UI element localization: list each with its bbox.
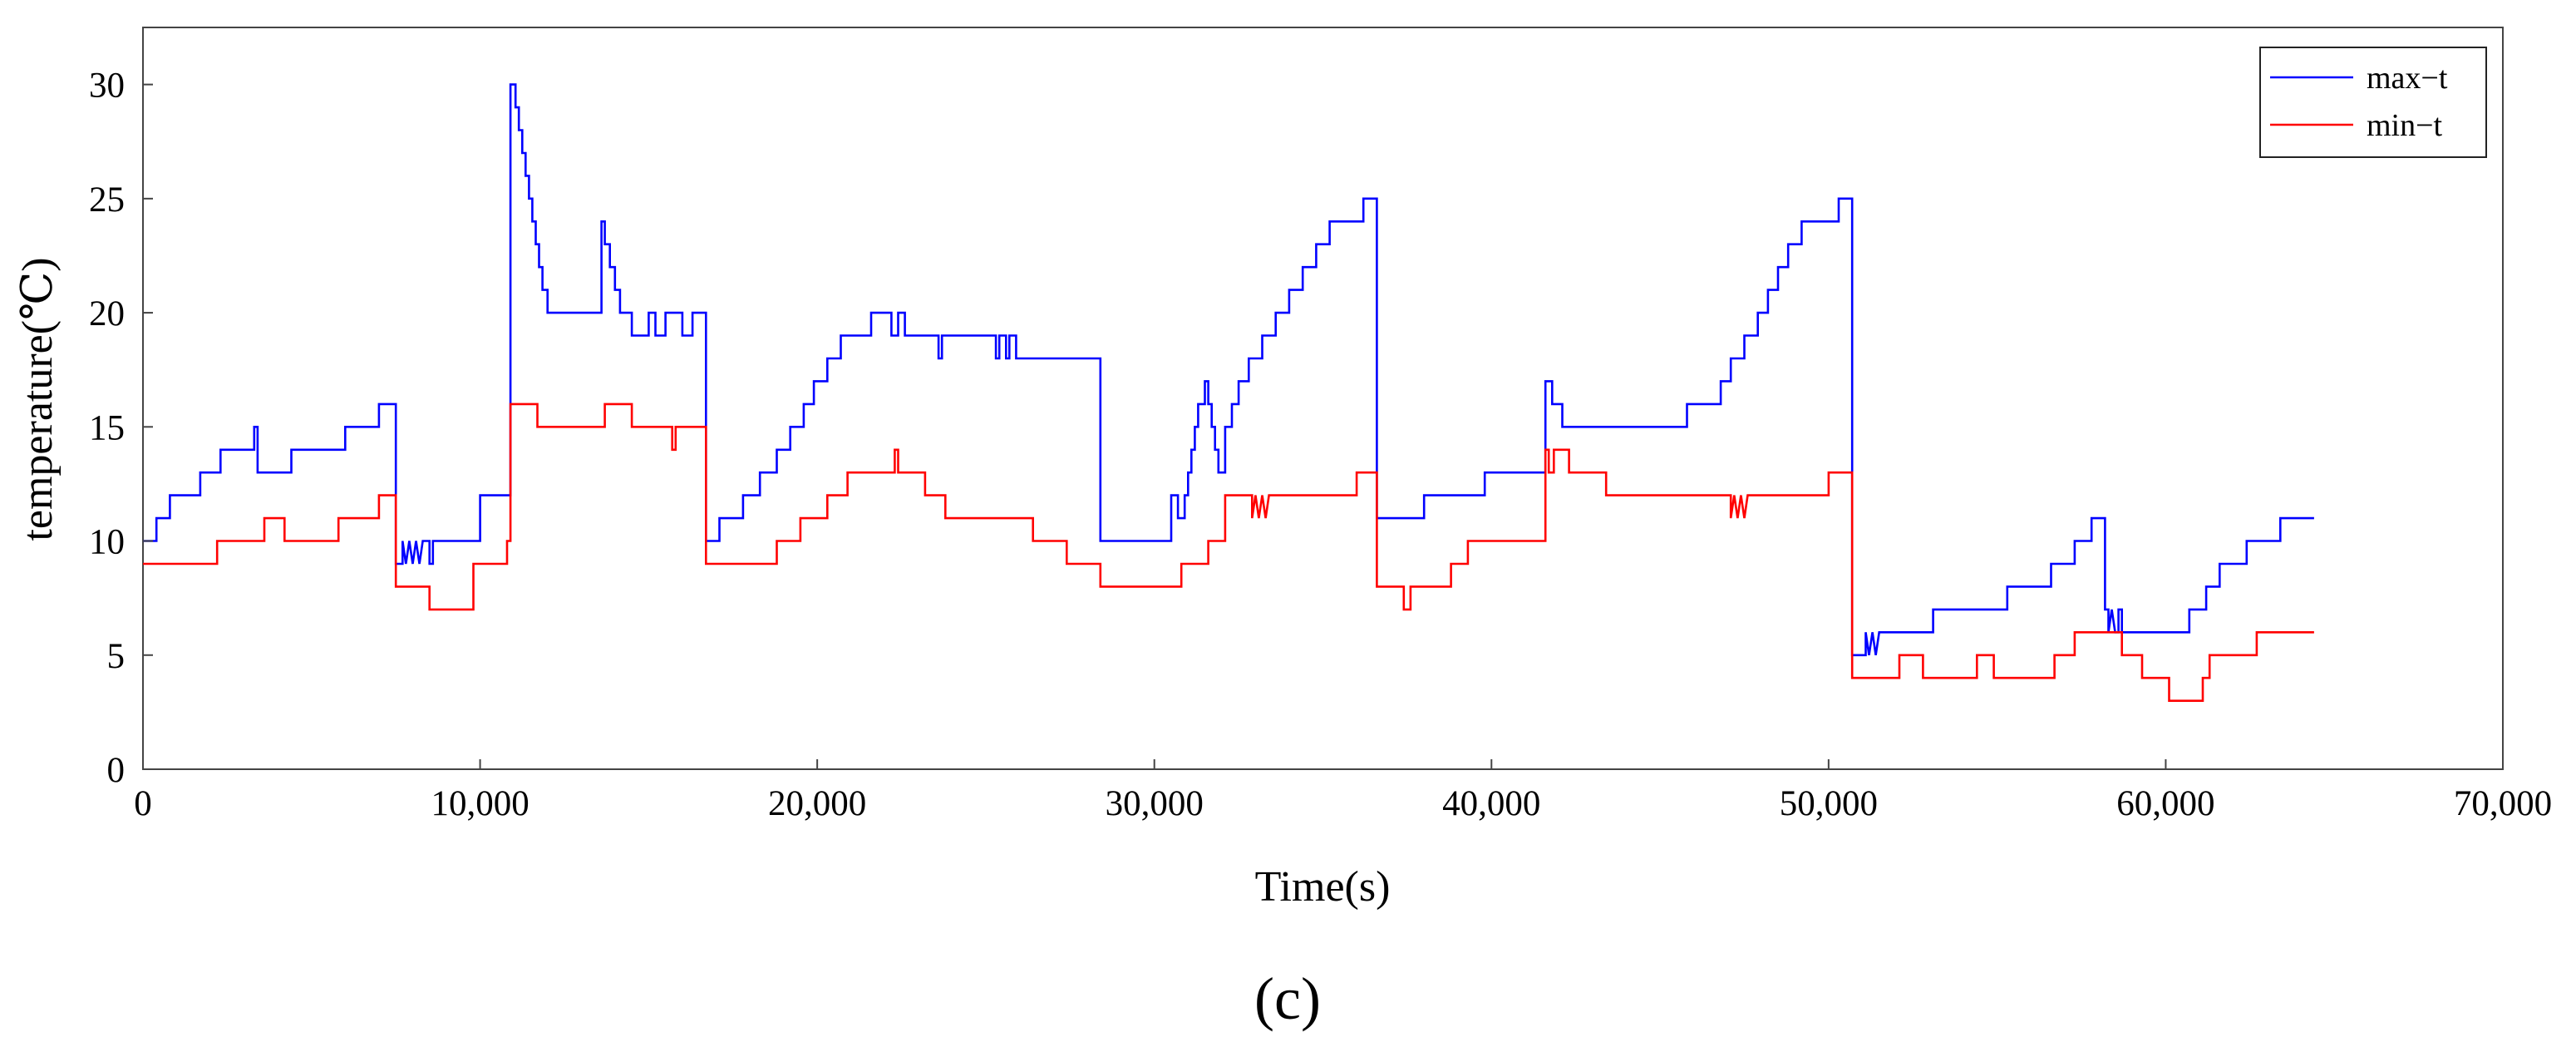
- legend-label: max−t: [2367, 61, 2448, 96]
- panel-label: (c): [1254, 965, 1321, 1032]
- x-tick-label: 0: [134, 784, 152, 823]
- x-axis: 0 10,000 20,000 30,000 40,000 50,000 60,000 70,…: [134, 759, 2552, 823]
- y-axis: 0 5 10 15 20 25 30: [89, 67, 153, 790]
- y-axis-title: temperature(℃): [14, 257, 62, 541]
- legend: max−t min−t: [2259, 47, 2487, 158]
- x-tick-label: 40,000: [1442, 784, 1540, 823]
- y-tick-label: 30: [89, 67, 125, 106]
- y-tick-label: 10: [89, 523, 125, 562]
- y-tick-label: 25: [89, 180, 125, 220]
- x-tick-label: 70,000: [2454, 784, 2552, 823]
- x-tick-label: 60,000: [2116, 784, 2214, 823]
- legend-label: min−t: [2367, 108, 2443, 143]
- plot-frame: [142, 27, 2504, 770]
- series-line-max−t: [143, 83, 2314, 657]
- y-tick-label: 5: [107, 637, 126, 676]
- y-tick-label: 15: [89, 408, 125, 447]
- y-tick-label: 20: [89, 294, 125, 333]
- series-layer: [143, 83, 2314, 702]
- x-tick-label: 10,000: [431, 784, 529, 823]
- x-tick-label: 50,000: [1780, 784, 1878, 823]
- x-tick-label: 20,000: [768, 784, 866, 823]
- y-tick-label: 0: [107, 751, 126, 790]
- x-axis-title: Time(s): [1255, 863, 1391, 911]
- x-tick-label: 30,000: [1106, 784, 1204, 823]
- series-line-min−t: [143, 402, 2314, 702]
- legend-box: [2259, 47, 2487, 158]
